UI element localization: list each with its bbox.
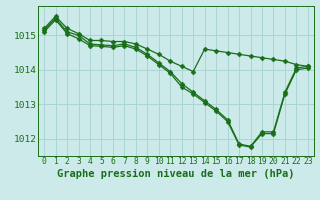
X-axis label: Graphe pression niveau de la mer (hPa): Graphe pression niveau de la mer (hPa)	[57, 169, 295, 179]
